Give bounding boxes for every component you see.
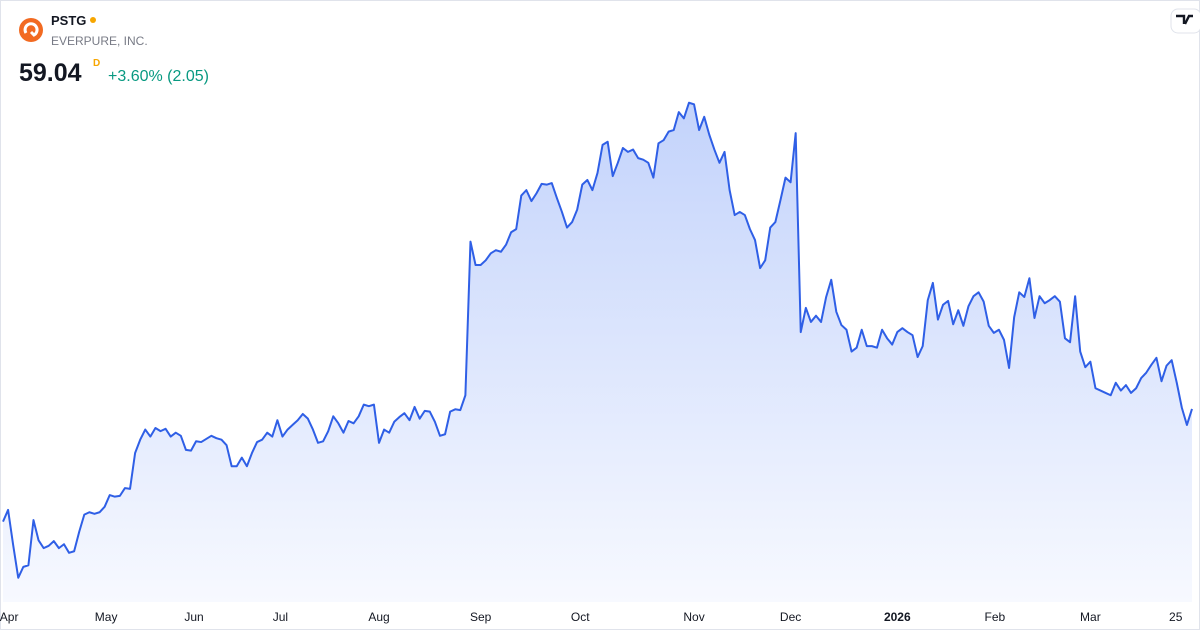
- price-line: [2, 101, 1193, 579]
- status-dot: [90, 17, 96, 23]
- x-tick-label: Aug: [368, 610, 389, 624]
- x-tick-label: Apr: [0, 610, 18, 624]
- x-tick-label: Jun: [184, 610, 203, 624]
- logo: [19, 18, 43, 42]
- logo-mark: [23, 22, 39, 37]
- x-tick-label: May: [95, 610, 118, 624]
- area: [3, 102, 1192, 602]
- symbol: PSTG: [51, 13, 86, 28]
- x-tick-label: Jul: [273, 610, 288, 624]
- brand-logo[interactable]: [1176, 14, 1193, 25]
- x-tick-label: Dec: [780, 610, 801, 624]
- x-tick-label: Nov: [683, 610, 704, 624]
- price-change: +3.60% (2.05): [108, 68, 209, 85]
- x-tick-label: Feb: [985, 610, 1006, 624]
- price: 59.04: [19, 59, 82, 87]
- x-axis: Apr May Jun Jul Aug Sep Oct Nov Dec 2026 Feb Mar 25: [0, 610, 1183, 624]
- x-tick-label: Oct: [571, 610, 590, 624]
- x-tick-label: Mar: [1080, 610, 1101, 624]
- plot: [2, 101, 1193, 602]
- brand-badge[interactable]: [1170, 8, 1200, 34]
- x-tick-label: 25: [1169, 610, 1183, 624]
- header: PSTG EVERPURE, INC. 59.04 D +3.60% (2.05…: [19, 13, 209, 87]
- x-tick-label: 2026: [884, 610, 911, 624]
- x-tick-label: Sep: [470, 610, 492, 624]
- company: EVERPURE, INC.: [51, 34, 148, 48]
- price-flag: D: [93, 58, 100, 69]
